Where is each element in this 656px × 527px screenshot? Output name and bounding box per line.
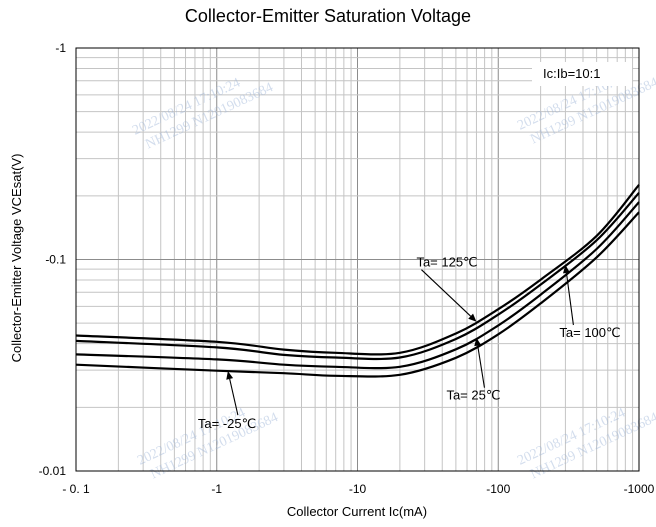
condition-label: Ic:Ib=10:1 (543, 66, 600, 81)
annotation-arrow (226, 371, 234, 380)
plot-frame (75, 47, 640, 472)
y-axis-label: Collector-Emitter Voltage VCEsat(V) (9, 154, 24, 363)
series-layer (75, 184, 640, 378)
annotation-label: Ta= 25℃ (446, 388, 500, 403)
x-tick-label: -100 (486, 482, 510, 496)
x-axis-label: Collector Current Ic(mA) (287, 504, 427, 519)
annotation-label: Ta= -25℃ (198, 416, 256, 431)
series-line-0 (75, 184, 640, 356)
chart-title: Collector-Emitter Saturation Voltage (185, 6, 471, 26)
annotation-layer: Ta= 125℃ Ta= 100℃ Ta= 25℃ Ta= -25℃ (198, 255, 621, 431)
annotation-leader (421, 269, 472, 317)
y-tick-label: -0.1 (45, 253, 66, 267)
y-tick-label: -0.01 (39, 464, 67, 478)
x-tick-label: - 0. 1 (62, 482, 90, 496)
annotation-leader (565, 272, 574, 326)
series-line-3 (75, 211, 640, 378)
annotation-arrow (474, 337, 482, 347)
series-line-1 (75, 192, 640, 361)
annotation-arrow (562, 265, 570, 274)
x-tick-label: -1 (211, 482, 222, 496)
x-tick-label: -1000 (624, 482, 655, 496)
annotation-label: Ta= 100℃ (559, 325, 620, 340)
annotation-leader (229, 378, 239, 416)
y-tick-label: -1 (55, 41, 66, 55)
tick-labels: - 0. 1 -1 -10 -100 -1000 -1 -0.1 -0.01 (39, 41, 655, 496)
series-line-2 (75, 201, 640, 370)
condition-box: Ic:Ib=10:1 (532, 62, 632, 86)
annotation-label: Ta= 125℃ (416, 255, 477, 270)
grid-lines (76, 48, 639, 471)
annotation-arrow (468, 313, 477, 322)
x-tick-label: -10 (349, 482, 367, 496)
annotation-leader (477, 345, 485, 388)
